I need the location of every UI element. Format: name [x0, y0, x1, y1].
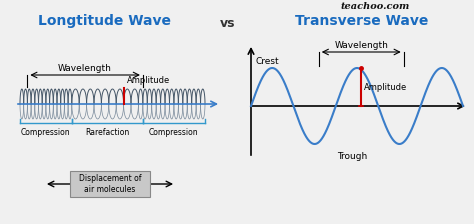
Text: Transverse Wave: Transverse Wave	[295, 14, 428, 28]
Text: teachoo.com: teachoo.com	[340, 2, 410, 11]
Text: Wavelength: Wavelength	[58, 64, 112, 73]
Text: Trough: Trough	[337, 152, 367, 161]
Text: Displacement of
air molecules: Displacement of air molecules	[79, 174, 141, 194]
Text: Wavelength: Wavelength	[334, 41, 388, 50]
FancyBboxPatch shape	[70, 171, 150, 197]
Text: Rarefaction: Rarefaction	[85, 128, 129, 137]
Text: Compression: Compression	[149, 128, 199, 137]
Text: vs: vs	[220, 17, 236, 30]
Text: Longtitude Wave: Longtitude Wave	[38, 14, 172, 28]
Text: Compression: Compression	[21, 128, 71, 137]
Text: Amplitude: Amplitude	[364, 82, 408, 91]
Text: Crest: Crest	[256, 57, 280, 66]
Text: Amplitude: Amplitude	[127, 76, 170, 85]
